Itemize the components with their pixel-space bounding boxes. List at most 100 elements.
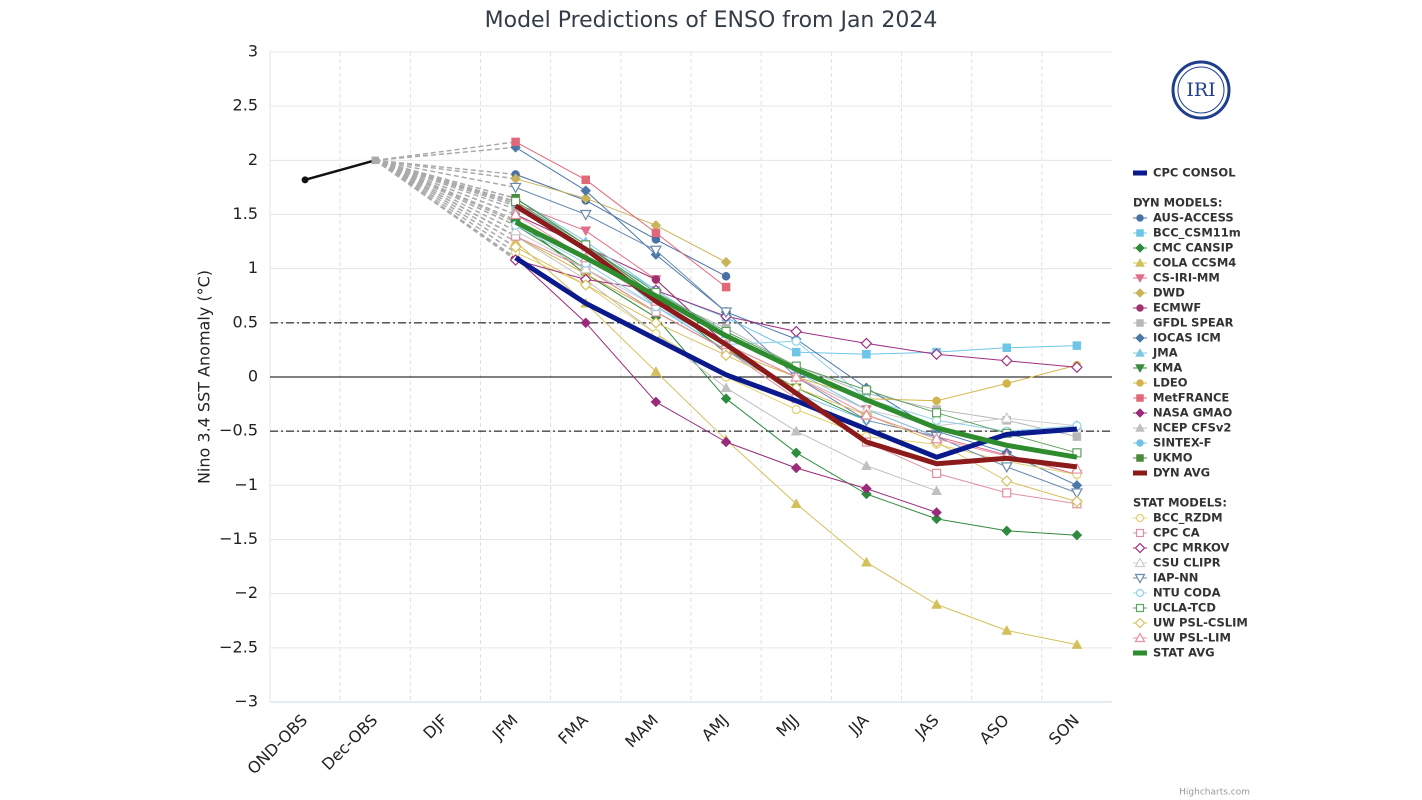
x-tick-label: SON	[1045, 711, 1083, 749]
marker	[1136, 214, 1144, 222]
legend-item: COLA CCSM4	[1133, 256, 1236, 270]
marker	[651, 275, 661, 284]
x-tick-label: MJJ	[772, 711, 802, 741]
legend-label: NTU CODA	[1153, 586, 1221, 600]
series-line	[514, 203, 1078, 470]
marker	[1071, 361, 1083, 374]
forecast-connector	[374, 159, 516, 216]
series	[510, 230, 943, 495]
marker	[1001, 525, 1013, 537]
marker	[650, 396, 662, 408]
legend-label: GFDL SPEAR	[1153, 316, 1234, 330]
y-axis-label: Nino 3.4 SST Anomaly (°C)	[195, 270, 214, 484]
legend-item: CPC CONSOL	[1133, 166, 1236, 180]
legend-item: AUS-ACCESS	[1133, 211, 1234, 225]
legend-label: UKMO	[1153, 451, 1193, 465]
legend-item: NTU CODA	[1133, 586, 1221, 600]
marker	[1136, 319, 1144, 327]
observed-line	[304, 159, 376, 182]
legend-item: DWD	[1133, 286, 1185, 300]
marker	[720, 393, 732, 405]
x-tick-label: JJA	[844, 711, 872, 739]
forecast-connector	[374, 159, 516, 221]
x-tick-label: JFM	[488, 711, 522, 745]
legend-item: UKMO	[1133, 451, 1193, 465]
legend-item: CS-IRI-MM	[1133, 271, 1220, 285]
marker	[650, 316, 662, 329]
x-tick-label: ASO	[975, 711, 1012, 748]
marker	[861, 385, 872, 395]
legend-label: STAT AVG	[1153, 646, 1215, 660]
marker	[791, 336, 801, 346]
marker	[1134, 542, 1146, 554]
marker	[1134, 557, 1146, 568]
marker	[511, 137, 520, 147]
marker	[790, 370, 803, 382]
logo-ring	[1171, 60, 1231, 120]
marker	[932, 396, 941, 406]
marker	[931, 415, 942, 425]
legend-item: GFDL SPEAR	[1133, 316, 1234, 330]
legend-item: CMC CANSIP	[1133, 241, 1233, 255]
marker	[1135, 274, 1145, 284]
series-line	[515, 178, 727, 263]
marker	[1135, 528, 1145, 538]
legend-item: ECMWF	[1133, 301, 1201, 315]
marker	[721, 282, 731, 292]
marker	[1070, 488, 1083, 500]
forecast-connector	[374, 159, 516, 232]
y-tick-label: −3	[234, 692, 258, 711]
y-tick-label: −1	[234, 475, 258, 494]
legend-label: KMA	[1153, 361, 1182, 375]
legend-item: DYN AVG	[1133, 466, 1210, 480]
legend-heading: DYN MODELS:	[1133, 196, 1223, 210]
marker	[860, 460, 872, 471]
legend-item: IAP-NN	[1133, 571, 1198, 585]
forecast-connector	[374, 159, 516, 243]
legend-item: CPC CA	[1133, 526, 1200, 540]
observed-marker	[301, 176, 309, 184]
legend-label: UCLA-TCD	[1153, 601, 1216, 615]
legend-label: CS-IRI-MM	[1153, 271, 1220, 285]
marker	[720, 436, 732, 448]
forecast-connector	[375, 146, 516, 162]
marker	[1072, 341, 1082, 350]
marker	[1136, 454, 1144, 462]
marker	[931, 468, 942, 479]
marker	[579, 279, 592, 291]
marker	[721, 272, 731, 281]
marker	[651, 228, 661, 238]
marker	[1000, 462, 1013, 474]
forecast-connector	[374, 159, 517, 261]
chart-title: Model Predictions of ENSO from Jan 2024	[485, 8, 938, 33]
x-tick-label: DJF	[419, 711, 451, 743]
marker	[720, 382, 732, 393]
marker	[1000, 475, 1013, 487]
legend-label: AUS-ACCESS	[1153, 211, 1234, 225]
marker	[371, 156, 379, 165]
series	[510, 252, 942, 518]
connectors	[374, 141, 517, 261]
marker	[1135, 408, 1145, 418]
marker	[790, 325, 803, 338]
marker	[1002, 379, 1011, 388]
marker	[1134, 573, 1146, 584]
legend-label: UW PSL-CSLIM	[1153, 616, 1248, 630]
legend-label: ECMWF	[1153, 301, 1201, 315]
legend-item: MetFRANCE	[1133, 391, 1229, 405]
marker	[861, 483, 872, 494]
forecast-connector	[374, 159, 516, 237]
series	[511, 137, 731, 292]
marker	[1135, 243, 1145, 253]
marker	[509, 208, 522, 220]
marker	[579, 209, 592, 221]
y-tick-label: 1	[248, 258, 258, 277]
marker	[581, 175, 590, 185]
marker	[1136, 304, 1144, 312]
plot-area	[301, 137, 1083, 649]
marker	[1135, 513, 1145, 523]
marker	[860, 337, 873, 350]
x-tick-label: FMA	[554, 711, 591, 748]
legend-label: LDEO	[1153, 376, 1188, 390]
marker	[510, 196, 521, 207]
